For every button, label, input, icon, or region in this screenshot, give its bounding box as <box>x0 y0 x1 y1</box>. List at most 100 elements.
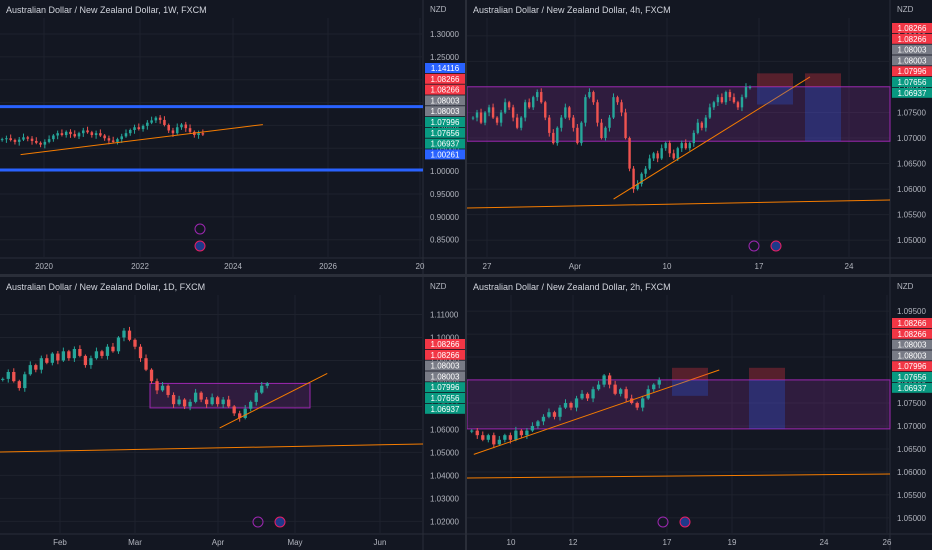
x-tick-label: 2022 <box>131 262 149 271</box>
candle-body <box>552 412 557 417</box>
price-tag-label: 1.08266 <box>898 24 927 33</box>
candle-body <box>672 153 675 159</box>
candle-body <box>479 112 483 123</box>
price-tag-bg <box>892 328 932 339</box>
stop-loss-box <box>672 367 708 380</box>
y-tick-label: 1.09500 <box>897 307 926 316</box>
take-profit-box <box>805 86 841 142</box>
candle-body <box>232 406 236 414</box>
candle-body <box>536 92 539 98</box>
price-tag-bg <box>425 73 465 84</box>
candle-body <box>486 435 490 440</box>
candle-body <box>652 384 656 390</box>
price-tag-bg <box>425 138 465 149</box>
candle-body <box>503 102 507 113</box>
y-tick-label: 1.07000 <box>897 422 926 431</box>
candle-body <box>199 392 203 400</box>
y-tick-label: 1.06500 <box>897 160 926 169</box>
candle-body <box>646 389 650 399</box>
candle-body <box>265 383 269 386</box>
candle-body <box>556 127 559 144</box>
candle-body <box>515 117 519 128</box>
candle-body <box>94 351 99 359</box>
candle-body <box>657 380 661 385</box>
price-tag-label: 1.08266 <box>898 330 927 339</box>
y-tick-label: 1.05500 <box>897 211 926 220</box>
price-tag-label: 1.08003 <box>431 372 460 381</box>
x-tick-label: Apr <box>212 538 225 547</box>
candle-body <box>137 127 141 130</box>
candle-body <box>243 408 247 418</box>
candle-body <box>149 369 154 382</box>
y-tick-label: 1.05000 <box>430 448 459 457</box>
candle-body <box>514 430 518 440</box>
candle-body <box>116 337 121 352</box>
price-tag-bg <box>425 127 465 138</box>
candle-body <box>572 117 575 128</box>
price-tag-bg <box>892 77 932 87</box>
x-tick-label: 24 <box>820 538 829 547</box>
currency-label: NZD <box>897 282 914 291</box>
candle-body <box>630 398 634 404</box>
lightning-event-icon <box>194 223 206 235</box>
x-tick-label: 19 <box>728 538 737 547</box>
candle-body <box>188 401 192 407</box>
candle-body <box>600 122 603 138</box>
candle-body <box>43 141 47 145</box>
candle-body <box>254 392 258 402</box>
x-tick-label: 24 <box>845 262 854 271</box>
candle-body <box>508 435 513 440</box>
candle-body <box>163 119 166 125</box>
price-tag-label: 1.07996 <box>898 67 927 76</box>
y-tick-label: 1.07500 <box>897 108 926 117</box>
candle-body <box>116 139 119 142</box>
candle-body <box>692 132 695 144</box>
candle-body <box>628 138 631 169</box>
price-tag-bg <box>425 63 465 73</box>
candle-body <box>201 133 205 135</box>
candle-body <box>519 430 524 436</box>
candle-body <box>491 107 495 118</box>
candle-body <box>56 353 60 361</box>
candle-body <box>210 397 214 405</box>
price-tag-label: 1.08266 <box>898 35 927 44</box>
candle-body <box>644 168 647 174</box>
candle-body <box>13 140 17 142</box>
candle-body <box>568 107 571 118</box>
candle-body <box>547 412 551 417</box>
candle-body <box>580 122 583 144</box>
candle-body <box>740 97 744 108</box>
y-tick-label: 1.08000 <box>897 83 926 92</box>
x-tick-label: 20 <box>416 262 425 271</box>
y-tick-label: 1.00000 <box>430 167 459 176</box>
candle-body <box>17 381 21 389</box>
candle-body <box>483 112 487 123</box>
candle-body <box>1 378 5 380</box>
chart-pane-1w[interactable]: NZD1.300001.250001.200001.150001.100001.… <box>0 0 465 274</box>
candle-body <box>696 122 700 133</box>
chart-pane-4h[interactable]: NZD1.090001.085001.080001.075001.070001.… <box>467 0 932 274</box>
long-trend-line <box>467 473 891 479</box>
candle-body <box>592 92 595 103</box>
price-tag-label: 1.06937 <box>898 89 927 98</box>
candle-body <box>487 107 491 113</box>
candle-body <box>569 403 573 408</box>
candle-body <box>35 140 38 143</box>
y-tick-label: 1.06500 <box>897 445 926 454</box>
y-tick-label: 1.10000 <box>430 334 459 343</box>
price-tag-label: 1.08266 <box>431 351 460 360</box>
chart-pane-2h[interactable]: NZD1.095001.090001.085001.080001.075001.… <box>467 277 932 550</box>
x-tick-label: 2026 <box>319 262 337 271</box>
candle-body <box>560 117 563 128</box>
candle-body <box>748 86 752 88</box>
candle-body <box>648 158 651 169</box>
candle-body <box>89 358 93 366</box>
pane-divider-horizontal[interactable] <box>0 274 932 277</box>
chart-1d-svg: NZD1.110001.100001.090001.080001.070001.… <box>0 277 465 550</box>
chart-pane-1d[interactable]: NZD1.110001.100001.090001.080001.070001.… <box>0 277 465 550</box>
trend-line <box>20 124 263 156</box>
candle-body <box>83 355 88 366</box>
price-tag-bg <box>425 117 465 127</box>
price-tag-bg <box>425 339 465 349</box>
price-tag-label: 1.07656 <box>431 394 460 403</box>
